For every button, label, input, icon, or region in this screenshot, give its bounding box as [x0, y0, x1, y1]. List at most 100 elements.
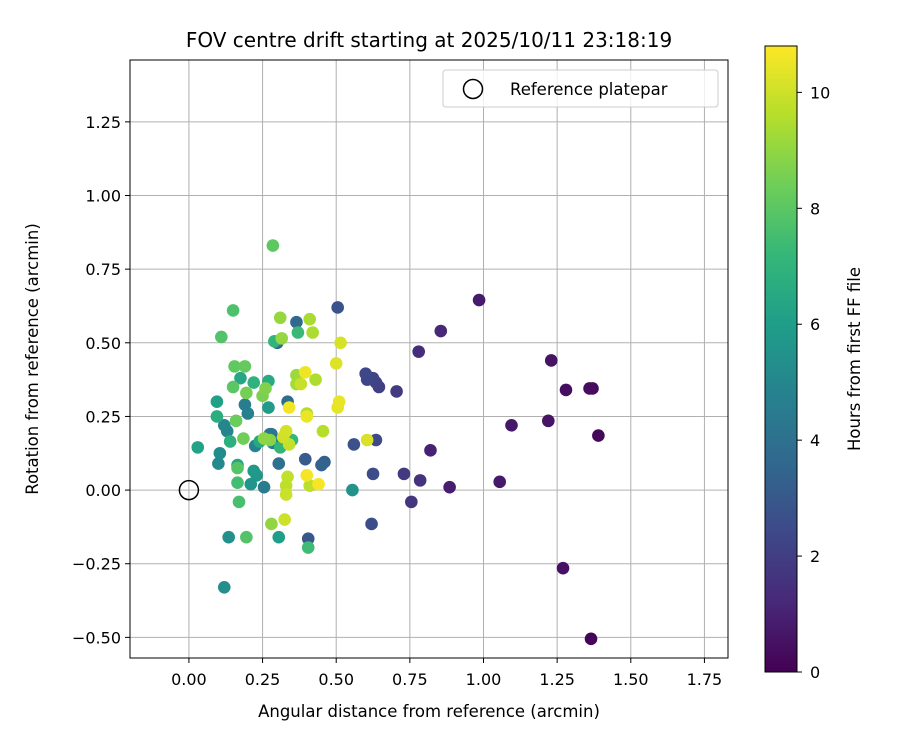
data-point	[315, 458, 328, 472]
data-point	[424, 444, 437, 457]
y-tick-label: 0.50	[85, 334, 121, 353]
grid-lines	[130, 60, 728, 658]
data-point	[228, 360, 241, 373]
data-point	[229, 414, 243, 428]
colorbar-tick-label: 10	[810, 83, 830, 102]
x-tick-label: 1.00	[466, 670, 502, 689]
data-point	[281, 470, 294, 484]
data-point	[275, 332, 289, 345]
data-point	[360, 433, 374, 447]
colorbar: 0 2 4 6 8 10 Hours from first FF file	[764, 45, 864, 682]
data-point	[556, 561, 570, 575]
data-point	[544, 354, 558, 367]
data-point	[493, 475, 506, 489]
data-point	[584, 632, 598, 646]
data-point	[273, 311, 287, 325]
data-point	[257, 480, 271, 494]
data-point	[312, 477, 325, 491]
data-point	[303, 312, 316, 326]
data-point	[329, 357, 343, 370]
data-point	[412, 345, 425, 358]
data-point	[244, 477, 258, 491]
x-axis-ticks: 0.00 0.25 0.50 0.75 1.00 1.25 1.50 1.75	[171, 658, 722, 689]
data-point	[405, 495, 418, 509]
x-tick-label: 0.75	[392, 670, 428, 689]
y-tick-label: −0.25	[72, 555, 121, 574]
data-point	[266, 239, 280, 252]
data-point	[359, 367, 372, 381]
data-point	[301, 541, 315, 554]
colorbar-ticks: 0 2 4 6 8 10	[797, 83, 830, 682]
colorbar-label: Hours from first FF file	[845, 267, 864, 451]
y-axis-label: Rotation from reference (arcmin)	[23, 223, 42, 495]
data-point	[583, 382, 596, 395]
colorbar-gradient	[765, 46, 797, 672]
data-point	[212, 457, 225, 470]
data-point	[191, 441, 205, 454]
data-point	[231, 476, 244, 490]
data-point	[301, 532, 315, 545]
colorbar-tick-label: 2	[810, 547, 820, 566]
data-point	[397, 467, 411, 481]
data-point	[279, 488, 293, 501]
data-point	[241, 407, 255, 420]
y-tick-label: 1.00	[85, 187, 121, 206]
legend: Reference platepar	[442, 69, 719, 108]
data-point	[369, 433, 383, 447]
data-point	[334, 336, 347, 350]
data-point	[223, 435, 237, 448]
x-axis-label: Angular distance from reference (arcmin)	[258, 702, 600, 721]
data-point	[472, 293, 486, 307]
x-tick-label: 0.50	[318, 670, 354, 689]
colorbar-frame	[764, 45, 798, 673]
data-point	[259, 382, 272, 395]
data-point	[592, 429, 605, 442]
y-tick-label: 0.00	[85, 481, 121, 500]
x-tick-label: 0.00	[171, 670, 207, 689]
data-point	[413, 474, 427, 487]
data-point	[300, 410, 314, 423]
data-point	[298, 365, 312, 379]
colorbar-tick-label: 0	[810, 663, 820, 682]
data-point	[434, 324, 448, 338]
data-point	[240, 530, 253, 544]
legend-label: Reference platepar	[510, 80, 668, 99]
data-point	[226, 380, 240, 394]
data-point	[238, 360, 252, 373]
data-point	[298, 452, 312, 466]
x-tick-label: 1.75	[687, 670, 723, 689]
data-point	[316, 424, 330, 438]
data-point	[306, 326, 319, 339]
x-tick-label: 1.25	[539, 670, 575, 689]
legend-box	[442, 69, 719, 108]
data-point	[257, 432, 271, 445]
plot-frame	[129, 59, 729, 659]
data-point	[366, 467, 380, 481]
data-point	[542, 414, 555, 428]
colorbar-tick-label: 6	[810, 315, 820, 334]
data-point	[347, 438, 361, 451]
data-point	[300, 469, 314, 482]
data-point	[215, 330, 228, 344]
plot-area	[130, 60, 728, 658]
data-point	[365, 517, 378, 531]
colorbar-tick-label: 4	[810, 431, 820, 450]
data-point	[390, 385, 403, 398]
reference-platepar-marker	[178, 479, 200, 501]
data-point	[237, 432, 250, 445]
data-point	[226, 304, 240, 317]
data-point	[346, 483, 359, 497]
y-tick-label: 1.25	[85, 113, 121, 132]
data-point	[309, 373, 322, 386]
data-point	[247, 464, 261, 478]
data-point	[290, 315, 303, 329]
data-point	[210, 395, 224, 409]
data-point	[265, 517, 278, 531]
data-point	[272, 457, 286, 470]
scatter-points	[191, 239, 605, 646]
chart-title: FOV centre drift starting at 2025/10/11 …	[186, 28, 672, 52]
y-tick-label: 0.75	[85, 260, 121, 279]
data-point	[443, 480, 456, 494]
data-point	[331, 301, 344, 314]
